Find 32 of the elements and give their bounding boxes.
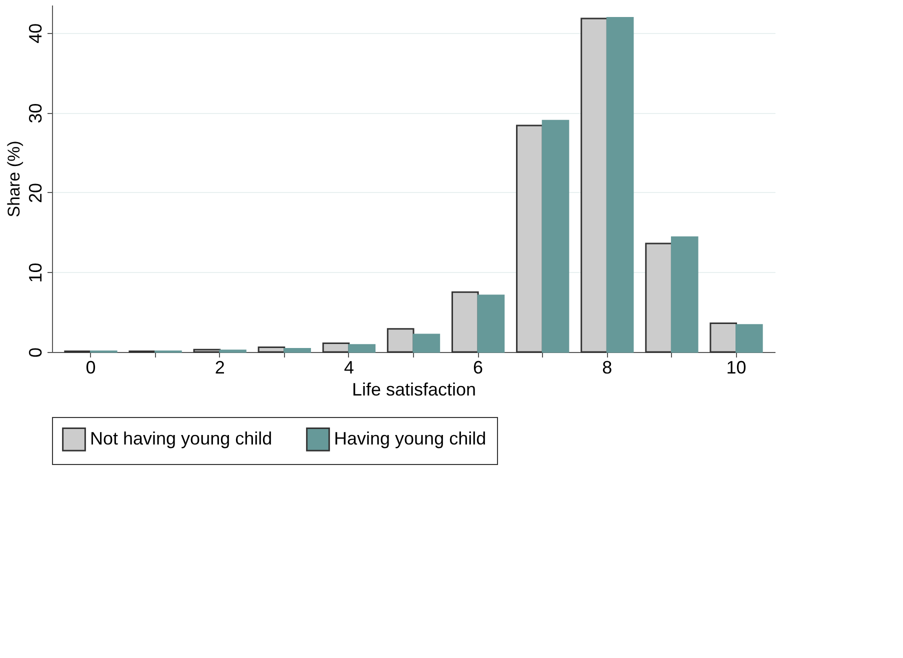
bar [348,344,376,353]
x-tick-label: 2 [214,358,225,378]
bar [412,334,440,353]
y-tick-label: 30 [26,103,46,124]
x-tick-label: 6 [473,358,484,378]
x-tick-label: 10 [726,358,746,378]
bar [645,242,672,353]
bar [451,291,479,353]
x-axis-title: Life satisfaction [352,380,476,400]
bar [542,120,570,353]
x-tick-label: 4 [344,358,354,378]
x-tick-label: 8 [602,358,612,378]
bar [477,294,505,353]
bar [516,124,544,353]
bar [258,346,286,353]
bar [606,17,634,353]
bar [670,236,698,353]
bar [193,348,221,353]
legend-label: Not having young child [90,428,272,448]
bar [322,342,350,353]
y-tick-label: 0 [26,347,46,358]
bar [580,18,608,353]
y-tick-label: 10 [26,262,46,283]
bar [710,322,738,353]
y-tick-label: 40 [26,23,46,44]
y-tick-label: 20 [26,182,46,203]
y-axis-title: Share (%) [4,140,24,218]
legend-label: Having young child [334,428,486,448]
x-tick-label: 0 [86,358,96,378]
bar [284,348,311,353]
bar [386,328,414,353]
bar [736,324,763,353]
